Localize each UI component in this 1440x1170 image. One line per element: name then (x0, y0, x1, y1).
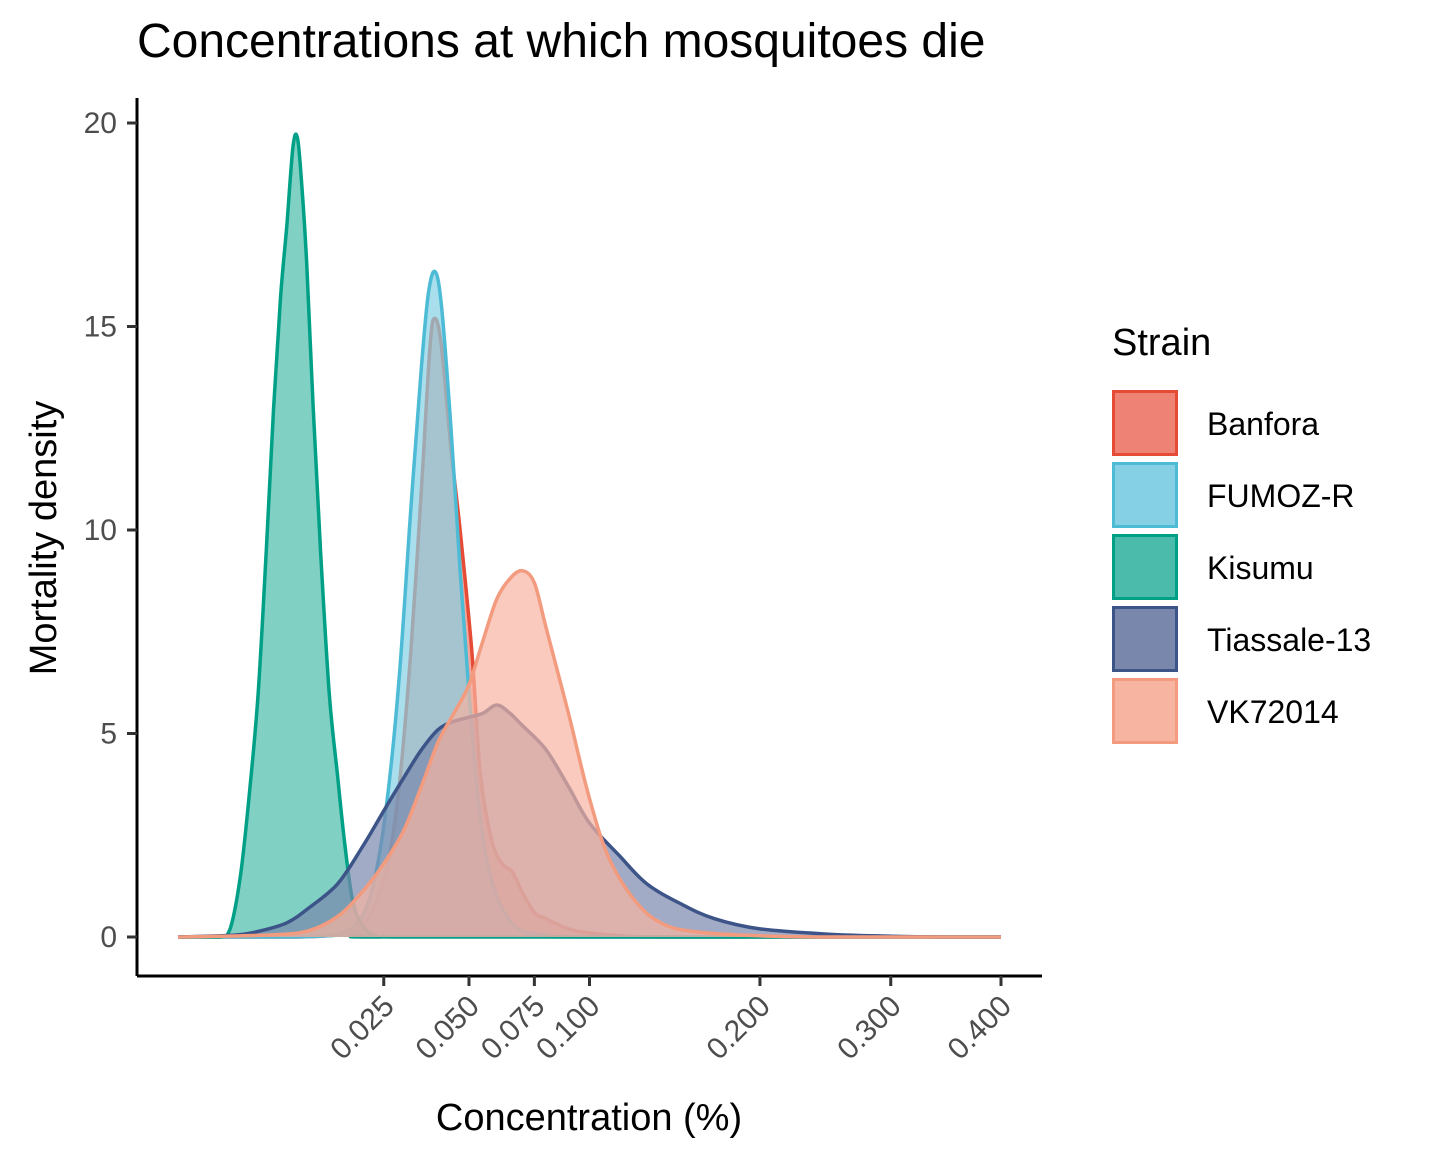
x-tick-label: 0.050 (410, 990, 486, 1066)
y-tick-label: 20 (84, 107, 117, 140)
y-tick-label: 0 (100, 921, 117, 954)
density-line-vk72014 (177, 568, 1001, 939)
legend-key-vk72014 (1112, 678, 1178, 744)
legend-label: VK72014 (1207, 694, 1339, 730)
x-tick-label: 0.075 (475, 990, 551, 1066)
legend-key-fumoz-r (1112, 462, 1178, 528)
legend-label: Tiassale-13 (1207, 622, 1372, 658)
legend-title: Strain (1112, 322, 1212, 364)
legend-key-banfora (1112, 390, 1178, 456)
density-area-kisumu (178, 134, 1001, 938)
density-area-vk72014 (178, 570, 1001, 937)
x-tick-label: 0.200 (700, 990, 776, 1066)
x-tick-label: 0.400 (942, 990, 1018, 1066)
y-tick-label: 5 (100, 718, 117, 751)
chart-title: Concentrations at which mosquitoes die (137, 15, 986, 68)
x-tick-label: 0.100 (530, 990, 606, 1066)
x-tick-label: 0.025 (324, 990, 400, 1066)
legend-key-tiassale-13 (1112, 606, 1178, 672)
y-ticks: 0 5 10 15 20 (84, 107, 137, 954)
x-tick-label: 0.300 (831, 990, 907, 1066)
legend-key-kisumu (1112, 534, 1178, 600)
y-axis-title: Mortality density (23, 401, 65, 676)
x-axis-title: Concentration (%) (436, 1097, 742, 1139)
density-areas (177, 132, 1001, 939)
y-tick-label: 10 (84, 514, 117, 547)
legend-label: Banfora (1207, 406, 1320, 442)
legend-label: FUMOZ-R (1207, 478, 1355, 514)
y-tick-label: 15 (84, 311, 117, 344)
legend-label: Kisumu (1207, 550, 1314, 586)
series-vk72014 (177, 568, 1001, 939)
